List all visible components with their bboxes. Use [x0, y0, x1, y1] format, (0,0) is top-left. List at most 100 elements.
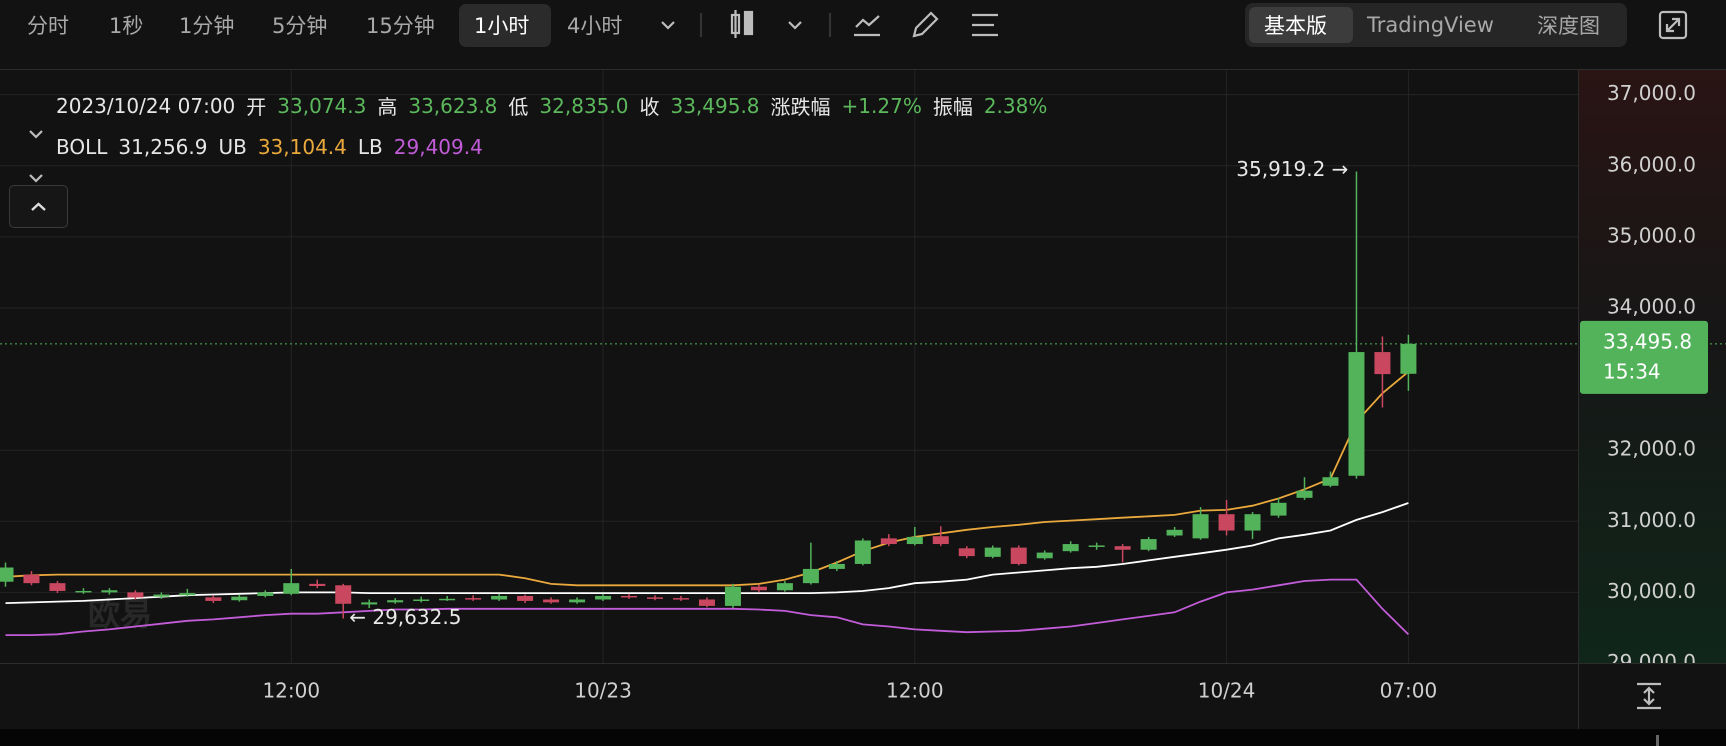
max-annotation: 35,919.2 → — [1236, 157, 1348, 181]
chevron[interactable] — [29, 174, 43, 183]
candle-body — [361, 602, 378, 605]
interval-button[interactable]: 1小时 — [474, 14, 530, 38]
chevron[interactable] — [788, 21, 802, 30]
min-annotation: ← 29,632.5 — [349, 605, 461, 629]
field-value: 33,074.3 — [277, 93, 367, 118]
interval-button[interactable]: 4小时 — [567, 14, 623, 38]
candle-body — [49, 583, 66, 591]
field-value: 33,623.8 — [408, 93, 498, 118]
candle-body — [231, 596, 248, 601]
candle-body — [1322, 477, 1339, 486]
legend-name: UB — [218, 135, 247, 159]
x-tick-label: 07:00 — [1380, 679, 1438, 703]
legend-value: 31,256.9 — [118, 135, 208, 159]
candle-body — [1296, 490, 1313, 498]
legend-value: 29,409.4 — [393, 135, 483, 159]
candle-body — [1088, 545, 1105, 547]
legend-name: BOLL — [56, 135, 108, 159]
candle-body — [569, 599, 586, 603]
candle-body — [127, 592, 144, 598]
candle-body — [153, 594, 170, 597]
candle-body — [932, 536, 949, 545]
candle-body — [257, 592, 274, 596]
field-label: 涨跌幅 — [770, 95, 831, 119]
collapse-button[interactable] — [9, 185, 68, 228]
candle-body — [880, 538, 897, 545]
candle-body — [1192, 514, 1209, 539]
field-value: 33,495.8 — [670, 93, 760, 118]
candle-body — [465, 598, 482, 600]
indicator-legend: BOLL 31,256.9 UB 33,104.4 LB 29,409.4 — [56, 135, 483, 159]
collapse-icon — [31, 202, 46, 211]
x-tick-label: 12:00 — [262, 679, 320, 703]
candle-body — [1374, 352, 1391, 375]
indicator-line — [5, 502, 1409, 604]
price-tag — [1580, 320, 1708, 394]
draw-icon[interactable] — [912, 11, 939, 38]
scroll-thumb[interactable] — [1656, 735, 1659, 746]
x-tick-label: 10/23 — [574, 679, 632, 703]
field-label: 高 — [377, 95, 398, 119]
candle-body — [205, 597, 222, 601]
interval-button[interactable]: 1秒 — [109, 14, 144, 38]
candle-body — [517, 595, 534, 601]
candle-body — [828, 563, 845, 569]
candle-body — [439, 598, 456, 601]
fullscreen-icon[interactable] — [1658, 10, 1688, 40]
candle-body — [1166, 529, 1183, 536]
chevron[interactable] — [661, 21, 675, 30]
candle-body — [1400, 343, 1417, 374]
toolbar-icons — [29, 10, 1688, 710]
candle-body — [595, 595, 612, 600]
field-value: 2.38% — [983, 93, 1048, 118]
x-tick-label: 10/24 — [1198, 679, 1256, 703]
price-tag-label: 33,495.8 — [1603, 329, 1692, 353]
x-tick-label: 12:00 — [886, 679, 944, 703]
interval-button[interactable]: 1分钟 — [179, 14, 235, 38]
ohlc-legend: 2023/10/24 07:00 开 33,074.3 高 33,623.8 低 32,8… — [56, 91, 1047, 120]
candle-body — [1062, 544, 1079, 552]
candle-body — [854, 540, 871, 564]
candle-body — [1036, 552, 1053, 559]
y-tick-label: 31,000.0 — [1607, 508, 1696, 532]
field-label: 收 — [639, 95, 660, 119]
candle-body — [23, 574, 40, 584]
legend-name: LB — [357, 135, 383, 159]
view-button[interactable]: 深度图 — [1537, 14, 1600, 38]
candle-body — [647, 597, 663, 599]
indicator-line — [5, 578, 1410, 636]
candle-body — [724, 586, 741, 606]
chevron[interactable] — [29, 130, 43, 139]
candle-body — [750, 586, 767, 591]
candle-body — [491, 595, 508, 600]
y-tick-label: 34,000.0 — [1607, 294, 1696, 318]
candle-body — [335, 585, 352, 604]
candle-body — [75, 590, 92, 593]
indicator-line — [5, 371, 1409, 587]
interval-button[interactable]: 5分钟 — [272, 14, 328, 38]
candle-body — [621, 595, 638, 598]
legend-value: 33,104.4 — [257, 135, 347, 159]
candle-body — [1114, 546, 1131, 550]
candle-body — [101, 590, 118, 593]
candle-body — [984, 547, 1001, 557]
y-tick-label: 37,000.0 — [1607, 81, 1696, 105]
time: 2023/10/24 07:00 — [56, 93, 236, 118]
candle-body — [802, 568, 819, 584]
selected-interval-bg — [459, 4, 551, 47]
candle-body — [179, 593, 196, 596]
view-button[interactable]: TradingView — [1367, 13, 1494, 37]
y-tick-label: 36,000.0 — [1607, 152, 1696, 176]
candle-body — [958, 548, 975, 557]
view-button[interactable]: 基本版 — [1264, 14, 1327, 38]
field-label: 开 — [246, 95, 267, 119]
indicator-icon[interactable] — [855, 15, 880, 28]
interval-button[interactable]: 15分钟 — [366, 14, 435, 38]
candle-body — [387, 600, 404, 603]
candle-body — [1218, 514, 1235, 531]
candle-body — [309, 583, 326, 586]
view-switch-selected — [1249, 7, 1353, 43]
candle-body — [543, 599, 560, 603]
interval-button[interactable]: 分时 — [27, 14, 69, 38]
